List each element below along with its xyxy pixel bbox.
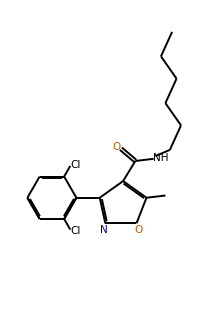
Text: Cl: Cl: [71, 226, 81, 236]
Text: O: O: [134, 225, 142, 235]
Text: NH: NH: [153, 153, 168, 163]
Text: N: N: [100, 225, 108, 235]
Text: Cl: Cl: [71, 160, 81, 170]
Text: O: O: [113, 142, 121, 152]
